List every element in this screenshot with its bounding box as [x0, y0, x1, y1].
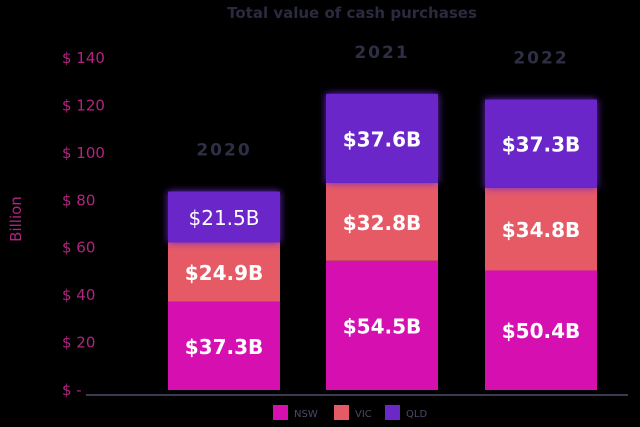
data-label: $50.4B — [502, 319, 581, 343]
bar-segment-qld-2022 — [485, 99, 597, 188]
data-label: $32.8B — [343, 211, 422, 235]
legend: NSW VIC QLD — [273, 405, 427, 420]
y-tick-label: $ 20 — [62, 334, 95, 352]
bar-segment-vic-2020 — [168, 242, 280, 302]
y-tick-label: $ 40 — [62, 286, 95, 304]
data-label: $24.9B — [185, 261, 264, 285]
bar-segment-nsw-2020 — [168, 301, 280, 390]
data-label: $37.3B — [502, 133, 581, 157]
legend-swatch-vic — [334, 405, 349, 420]
bar-stack-2021: $54.5B $32.8B $37.6B 2021 — [326, 43, 438, 390]
y-tick-label: $ 80 — [62, 191, 95, 209]
y-axis-ticks: $ - $ 20 $ 40 $ 60 $ 80 $ 100 $ 120 $ 140 — [62, 49, 105, 399]
data-label: $37.6B — [343, 127, 422, 151]
legend-label-nsw: NSW — [294, 409, 318, 420]
bar-segment-nsw-2022 — [485, 270, 597, 390]
data-label: $54.5B — [343, 314, 422, 338]
y-tick-label: $ 100 — [62, 144, 105, 162]
legend-swatch-nsw — [273, 405, 288, 420]
bar-stack-2020: $37.3B $24.9B $21.5B 2020 — [168, 141, 280, 390]
y-tick-label: $ 120 — [62, 96, 105, 114]
category-label-2020: 2020 — [196, 141, 251, 161]
legend-label-qld: QLD — [406, 409, 427, 420]
data-label: $21.5B — [189, 206, 260, 230]
data-label: $37.3B — [185, 335, 264, 359]
y-axis-label: Billion — [7, 196, 25, 242]
bar-segment-vic-2021 — [326, 182, 438, 261]
bar-segment-vic-2022 — [485, 187, 597, 271]
bar-stack-2022: $50.4B $34.8B $37.3B 2022 — [485, 49, 597, 390]
bar-segment-qld-2020 — [168, 191, 280, 243]
legend-swatch-qld — [385, 405, 400, 420]
y-tick-label: $ 60 — [62, 239, 95, 257]
bars-group: $37.3B $24.9B $21.5B 2020 $54.5B $32.8B $37.6B… — [168, 43, 597, 390]
bar-segment-qld-2021 — [326, 93, 438, 183]
data-label: $34.8B — [502, 218, 581, 242]
chart-title: Total value of cash purchases — [227, 4, 477, 22]
bar-segment-nsw-2021 — [326, 260, 438, 390]
legend-label-vic: VIC — [355, 409, 372, 420]
y-tick-label: $ 140 — [62, 49, 105, 67]
category-label-2021: 2021 — [354, 43, 409, 63]
y-tick-label: $ - — [62, 381, 82, 399]
category-label-2022: 2022 — [513, 49, 568, 69]
